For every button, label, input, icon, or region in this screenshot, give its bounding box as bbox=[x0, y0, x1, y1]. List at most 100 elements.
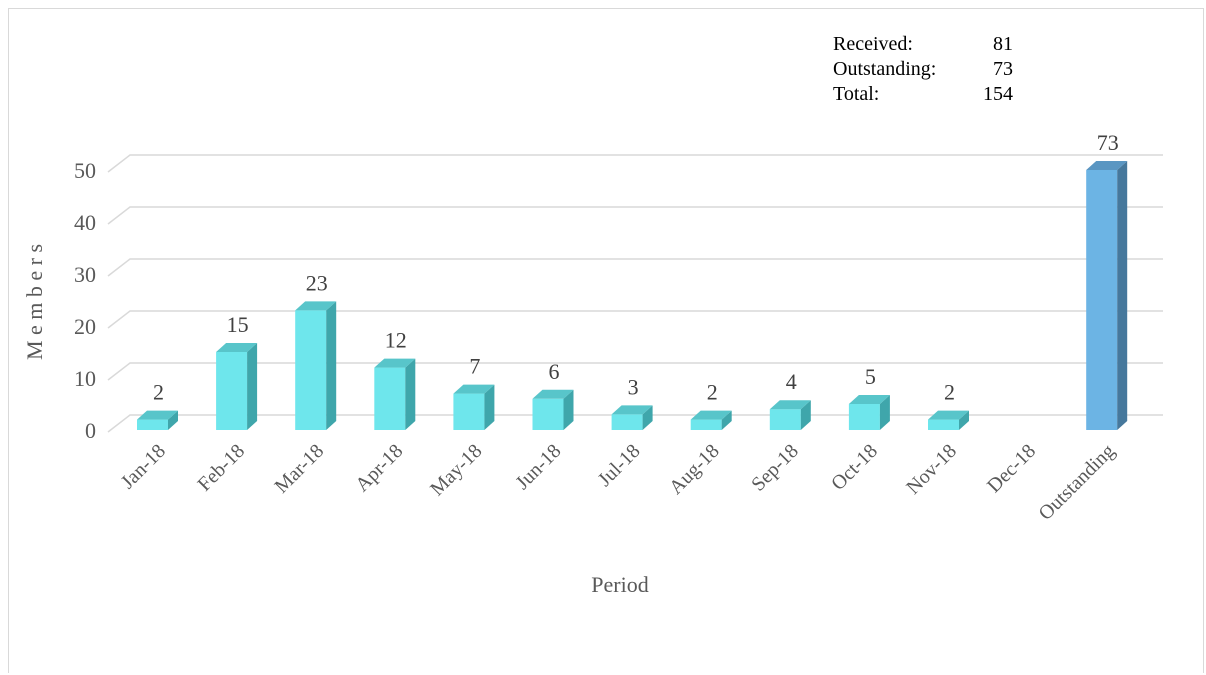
y-tick-label: 20 bbox=[74, 314, 96, 339]
bar-top bbox=[611, 405, 653, 415]
bar-top bbox=[216, 343, 258, 352]
bar-top bbox=[690, 410, 732, 420]
grid-layer bbox=[107, 154, 1163, 433]
bar-feb-18 bbox=[216, 343, 258, 430]
bar-jul-18 bbox=[611, 405, 653, 430]
x-tick-label: Feb-18 bbox=[194, 440, 250, 496]
x-tick-label: May-18 bbox=[426, 440, 486, 500]
bars bbox=[137, 161, 1128, 430]
data-label: 23 bbox=[306, 270, 328, 295]
summary-value: 154 bbox=[983, 83, 1013, 105]
data-label: 4 bbox=[786, 369, 797, 394]
summary-received: Received: 81 bbox=[833, 32, 1013, 57]
bar-side bbox=[326, 301, 337, 430]
data-label: 2 bbox=[153, 380, 164, 405]
bar-front bbox=[769, 409, 801, 430]
data-labels: 2 15 23 12 7 6 3 2 4 5 2 73 bbox=[153, 130, 1119, 405]
x-tick-label: Jul-18 bbox=[594, 440, 645, 491]
bar-front bbox=[295, 310, 327, 430]
bar-front bbox=[137, 419, 168, 430]
x-tick-label: Dec-18 bbox=[983, 440, 1040, 497]
gridline bbox=[107, 414, 1163, 433]
data-label: 15 bbox=[227, 312, 249, 337]
bar-side bbox=[1117, 161, 1128, 430]
gridline bbox=[107, 258, 1163, 277]
summary-box: Received: 81 Outstanding: 73 Total: 154 bbox=[833, 32, 1013, 107]
bar-oct-18 bbox=[848, 395, 890, 430]
bar-sep-18 bbox=[769, 400, 811, 430]
bar-side bbox=[721, 410, 732, 430]
y-tick-labels: 0 10 20 30 40 50 bbox=[74, 158, 96, 443]
y-tick-label: 40 bbox=[74, 210, 96, 235]
bar-side bbox=[642, 405, 653, 430]
bar-mar-18 bbox=[295, 301, 337, 430]
bar-side bbox=[959, 410, 969, 430]
x-tick-label: Jun-18 bbox=[511, 440, 565, 494]
data-label: 2 bbox=[707, 380, 718, 405]
bar-side bbox=[405, 358, 416, 430]
data-label: 6 bbox=[549, 359, 560, 384]
chart-frame bbox=[8, 8, 1204, 673]
y-axis-title: M e m b e r s bbox=[22, 244, 47, 360]
bar-top bbox=[374, 358, 416, 368]
summary-label: Received: bbox=[833, 33, 913, 55]
x-tick-label: Nov-18 bbox=[902, 440, 961, 499]
data-label: 7 bbox=[469, 354, 480, 379]
bar-front bbox=[611, 414, 643, 430]
bar-top bbox=[769, 400, 811, 410]
bar-may-18 bbox=[453, 384, 495, 430]
bar-apr-18 bbox=[374, 358, 416, 430]
bar-top bbox=[137, 410, 178, 420]
bar-top bbox=[928, 410, 969, 420]
bar-top bbox=[532, 389, 574, 399]
summary-label: Outstanding: bbox=[833, 58, 937, 80]
bar-front bbox=[216, 352, 248, 430]
bar-front bbox=[374, 367, 406, 430]
bar-side bbox=[247, 343, 258, 430]
bar-top bbox=[453, 384, 495, 394]
bar-side bbox=[168, 410, 178, 430]
y-tick-label: 30 bbox=[74, 262, 96, 287]
bar-front bbox=[532, 398, 564, 430]
bar-front bbox=[690, 419, 722, 430]
data-label: 12 bbox=[385, 328, 407, 353]
bar-jun-18 bbox=[532, 389, 574, 430]
gridline bbox=[107, 206, 1163, 225]
bar-jan-18 bbox=[137, 410, 178, 430]
summary-value: 73 bbox=[993, 58, 1013, 80]
summary-value: 81 bbox=[993, 33, 1013, 55]
y-tick-label: 0 bbox=[85, 418, 96, 443]
y-tick-label: 10 bbox=[74, 366, 96, 391]
bar-front bbox=[1086, 170, 1118, 430]
bar-top bbox=[1086, 161, 1128, 170]
bar-outstanding bbox=[1086, 161, 1128, 430]
bar-nov-18 bbox=[928, 410, 969, 430]
x-tick-label: Sep-18 bbox=[747, 440, 803, 496]
gridline bbox=[107, 154, 1163, 173]
data-label: 5 bbox=[865, 364, 876, 389]
bar-side bbox=[563, 389, 574, 430]
x-tick-label: Apr-18 bbox=[351, 440, 407, 496]
summary-outstanding: Outstanding: 73 bbox=[833, 57, 1013, 82]
x-tick-label: Mar-18 bbox=[271, 440, 329, 498]
data-label: 2 bbox=[944, 380, 955, 405]
bar-side bbox=[879, 395, 890, 430]
x-tick-label: Aug-18 bbox=[665, 440, 724, 499]
y-tick-label: 50 bbox=[74, 158, 96, 183]
bar-top bbox=[295, 301, 337, 311]
summary-label: Total: bbox=[833, 83, 880, 105]
x-axis-title: Period bbox=[591, 572, 648, 597]
bar-side bbox=[800, 400, 811, 430]
bar-top bbox=[848, 395, 890, 404]
summary-total: Total: 154 bbox=[833, 82, 1013, 107]
bar-front bbox=[848, 404, 880, 430]
x-tick-label: Jan-18 bbox=[117, 440, 170, 493]
bar-aug-18 bbox=[690, 410, 732, 430]
data-label: 73 bbox=[1097, 130, 1119, 155]
bar-front bbox=[453, 393, 485, 430]
bar-front bbox=[928, 419, 959, 430]
data-label: 3 bbox=[628, 374, 639, 399]
x-tick-labels: Jan-18 Feb-18 Mar-18 Apr-18 May-18 Jun-18 Jul-… bbox=[117, 440, 1119, 525]
bar-side bbox=[484, 384, 495, 430]
